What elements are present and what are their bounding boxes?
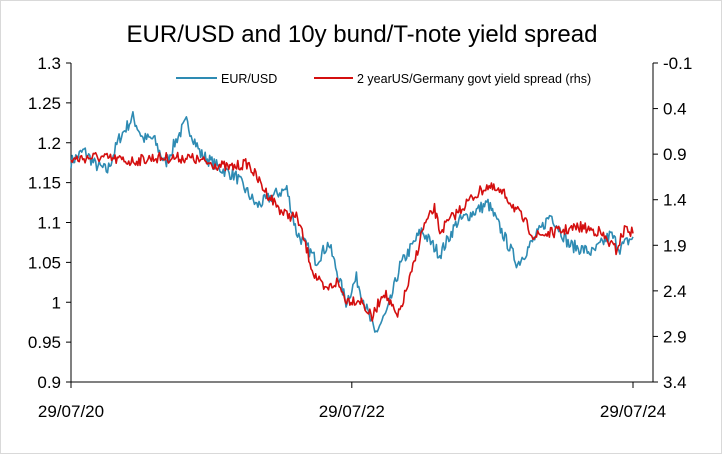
y-right-tick-label: 0.9 bbox=[663, 145, 687, 164]
y-left-tick-label: 1 bbox=[52, 293, 61, 312]
y-right-tick-label: 2.4 bbox=[663, 282, 687, 301]
y-right-tick-label: 2.9 bbox=[663, 327, 687, 346]
y-left-tick-label: 1.1 bbox=[37, 214, 61, 233]
legend-label-eurusd: EUR/USD bbox=[221, 72, 277, 86]
legend-label-yield-spread: 2 yearUS/Germany govt yield spread (rhs) bbox=[357, 72, 591, 86]
y-left-tick-label: 1.3 bbox=[37, 54, 61, 73]
y-left-tick-label: 0.9 bbox=[37, 373, 61, 392]
y-right-tick-label: 0.4 bbox=[663, 100, 687, 119]
x-tick-label: 29/07/20 bbox=[38, 402, 104, 421]
y-right-tick-label: 3.4 bbox=[663, 373, 687, 392]
y-left-tick-label: 1.2 bbox=[37, 134, 61, 153]
series-line-yield-spread bbox=[70, 151, 634, 322]
chart-title: EUR/USD and 10y bund/T-note yield spread bbox=[126, 21, 598, 48]
series-line-eurusd bbox=[70, 111, 634, 333]
x-tick-label: 29/07/22 bbox=[319, 402, 385, 421]
x-tick-label: 29/07/24 bbox=[600, 402, 666, 421]
y-right-tick-label: -0.1 bbox=[663, 54, 692, 73]
y-left-tick-label: 1.25 bbox=[28, 94, 61, 113]
y-right-tick-label: 1.9 bbox=[663, 236, 687, 255]
y-right-tick-label: 1.4 bbox=[663, 191, 687, 210]
y-left-tick-label: 0.95 bbox=[28, 333, 61, 352]
y-left-tick-label: 1.05 bbox=[28, 253, 61, 272]
y-left-tick-label: 1.15 bbox=[28, 174, 61, 193]
